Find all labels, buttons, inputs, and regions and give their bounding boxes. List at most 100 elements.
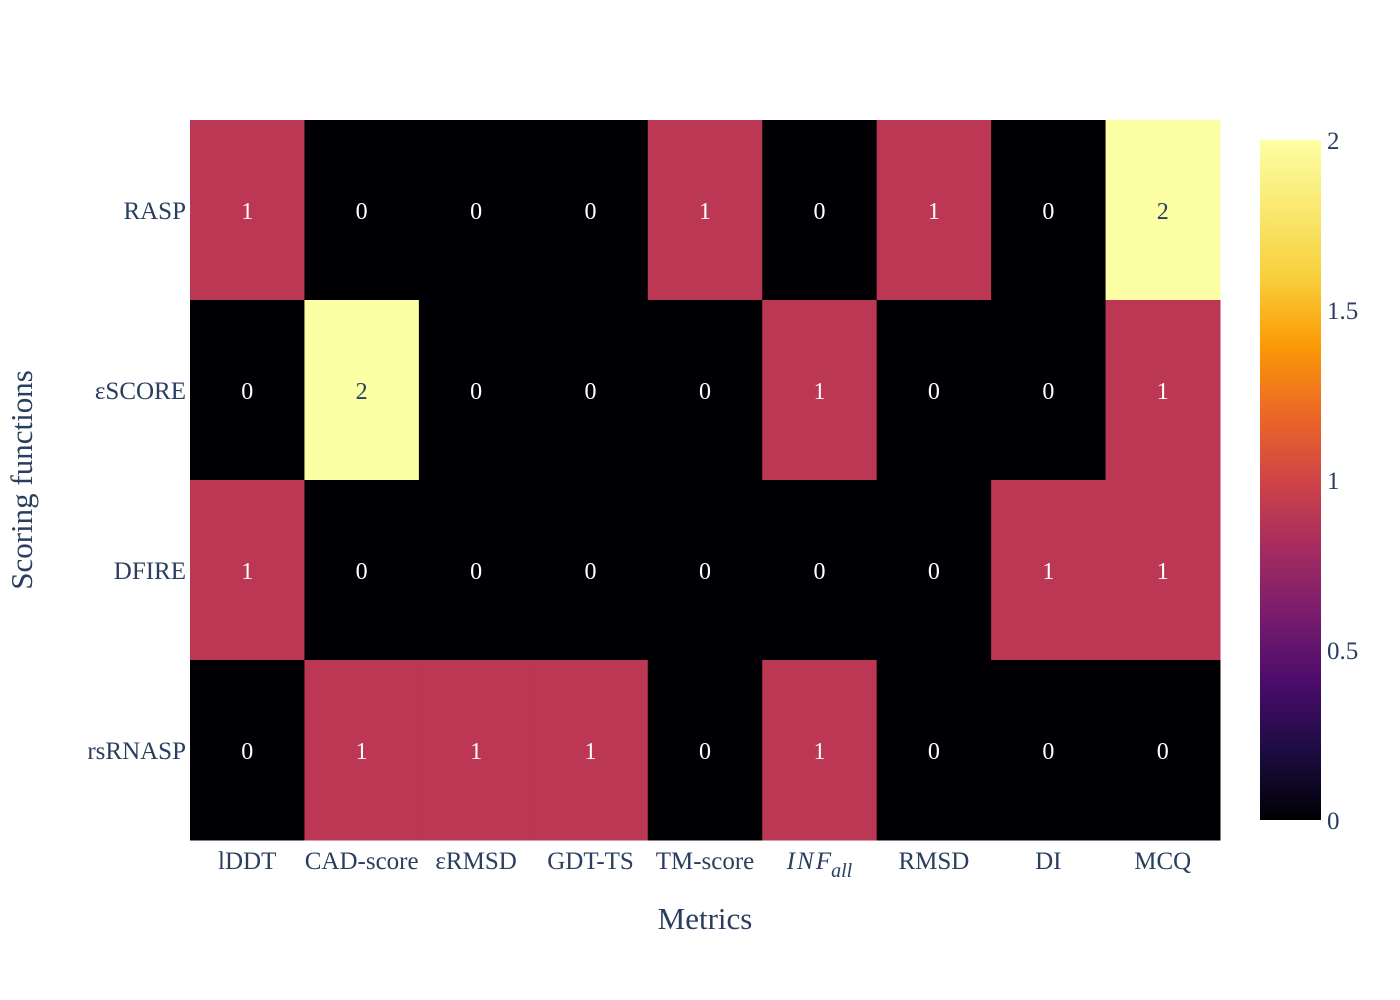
heatmap-cell [533,300,649,481]
colorbar-tick-label: 0.5 [1327,638,1358,665]
x-tick-label: TM-score [656,848,755,875]
cell-value-label: 0 [470,199,482,225]
heatmap-cell [1105,480,1221,661]
colorbar-tick-label: 0 [1327,808,1340,835]
cell-value-label: 0 [928,739,940,765]
colorbar-tick-labels: 0 0.5 1 1.5 2 [1327,128,1358,835]
cell-value-label: 1 [1157,379,1169,405]
heatmap-cell [876,120,992,301]
colorbar-tick-label: 2 [1327,128,1340,155]
cell-value-label: 1 [813,739,825,765]
heatmap-cell [991,300,1107,481]
heatmap-cell [533,120,649,301]
x-axis-tick-labels: lDDT CAD-score εRMSD GDT-TS TM-score I N Fall… [218,848,1191,882]
x-tick-label: RMSD [898,848,969,875]
cell-value-label: 1 [928,199,940,225]
heatmap-cell [418,480,534,661]
heatmap-cell [876,660,992,841]
cell-value-label: 0 [928,379,940,405]
heatmap-cell [1105,120,1221,301]
x-tick-label: MCQ [1134,848,1191,875]
heatmap-cell [190,660,305,841]
cell-value-label: 0 [241,739,253,765]
heatmap-cells [190,120,1221,841]
y-tick-label: DFIRE [114,558,186,585]
cell-value-label: 0 [699,379,711,405]
heatmap-cell [647,300,763,481]
cell-value-label: 1 [470,739,482,765]
colorbar-tick-label: 1 [1327,468,1340,495]
cell-value-label: 0 [356,199,368,225]
heatmap-cell [647,480,763,661]
heatmap-cell [190,300,305,481]
colorbar-tick-label: 1.5 [1327,298,1358,325]
heatmap-cell-labels: 1 0 0 0 1 0 1 0 2 0 2 0 0 0 1 0 0 1 1 0 0 0 0 0 0 1 1 0 1 1 1 0 1 0 0 0 [241,199,1169,765]
cell-value-label: 0 [699,559,711,585]
heatmap-cell [418,660,534,841]
heatmap-cell [190,480,305,661]
heatmap-cell [1105,300,1221,481]
cell-value-label: 1 [241,559,253,585]
heatmap-cell [533,480,649,661]
cell-value-label: 1 [585,739,597,765]
cell-value-label: 0 [585,559,597,585]
y-axis-title: Scoring functions [4,370,39,590]
y-tick-label: RASP [123,198,186,225]
cell-value-label: 0 [470,559,482,585]
heatmap-cell [991,660,1107,841]
cell-value-label: 0 [1157,739,1169,765]
heatmap-cell [647,660,763,841]
cell-value-label: 1 [356,739,368,765]
heatmap-cell [762,480,878,661]
cell-value-label: 0 [813,199,825,225]
heatmap-cell [1105,660,1221,841]
cell-value-label: 1 [1042,559,1054,585]
heatmap-cell [304,120,420,301]
x-tick-label: I N Fall [786,848,853,882]
heatmap-cell [876,480,992,661]
cell-value-label: 1 [1157,559,1169,585]
y-tick-label: rsRNASP [87,738,186,765]
heatmap-cell [991,480,1107,661]
cell-value-label: 2 [356,379,368,405]
cell-value-label: 0 [585,379,597,405]
cell-value-label: 0 [241,379,253,405]
x-axis-title: Metrics [658,901,753,936]
cell-value-label: 0 [470,379,482,405]
colorbar [1260,140,1321,820]
cell-value-label: 0 [356,559,368,585]
y-axis-tick-labels: RASP εSCORE DFIRE rsRNASP [87,198,186,765]
heatmap-cell [418,300,534,481]
heatmap-cell [762,300,878,481]
cell-value-label: 1 [699,199,711,225]
x-tick-label: εRMSD [435,848,516,875]
y-tick-label: εSCORE [95,378,186,405]
cell-value-label: 0 [928,559,940,585]
cell-value-label: 1 [813,379,825,405]
heatmap-cell [533,660,649,841]
cell-value-label: 0 [813,559,825,585]
heatmap-cell [762,660,878,841]
cell-value-label: 2 [1157,199,1169,225]
cell-value-label: 1 [241,199,253,225]
heatmap-cell [418,120,534,301]
heatmap-cell [304,300,420,481]
heatmap-cell [876,300,992,481]
cell-value-label: 0 [585,199,597,225]
heatmap-cell [991,120,1107,301]
x-tick-label: DI [1035,848,1061,875]
x-tick-label: lDDT [218,848,276,875]
cell-value-label: 0 [1042,739,1054,765]
x-tick-label: CAD-score [305,848,419,875]
heatmap-cell [304,480,420,661]
heatmap-cell [304,660,420,841]
heatmap-cell [762,120,878,301]
heatmap-cell [647,120,763,301]
cell-value-label: 0 [699,739,711,765]
heatmap-cell [190,120,305,301]
cell-value-label: 0 [1042,199,1054,225]
cell-value-label: 0 [1042,379,1054,405]
x-tick-label: GDT-TS [547,848,634,875]
